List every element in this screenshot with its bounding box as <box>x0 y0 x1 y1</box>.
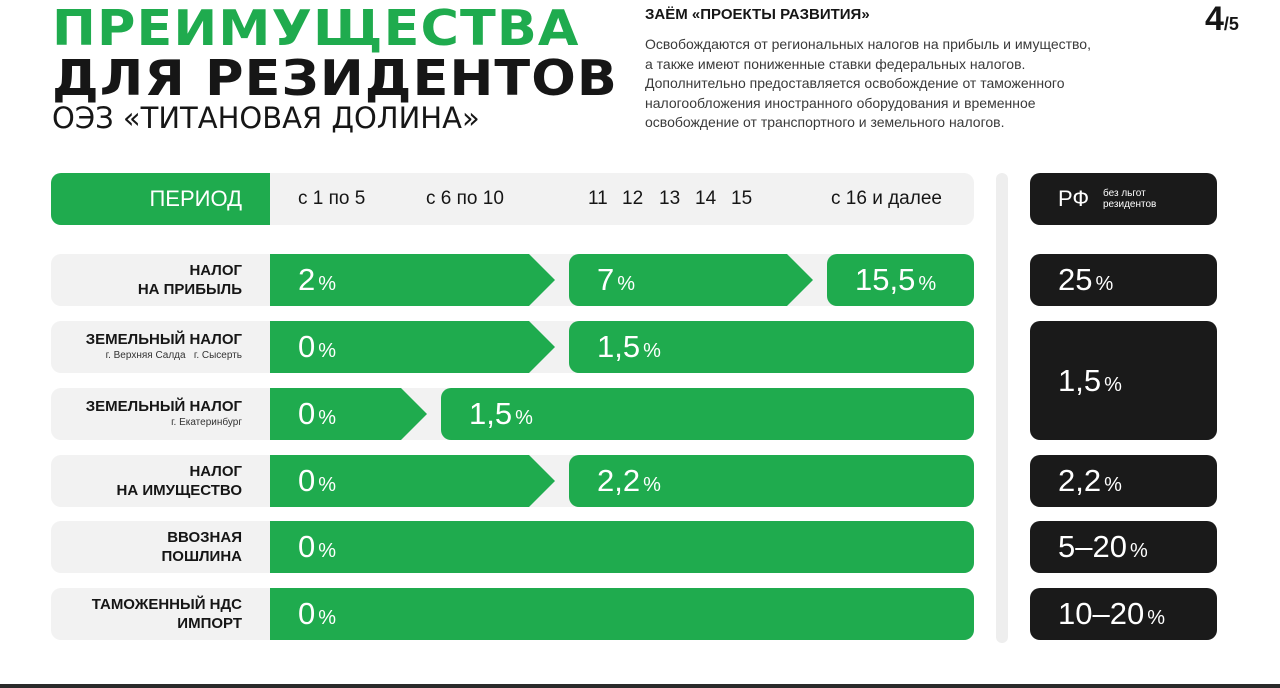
rate-segment: 0% <box>270 388 427 440</box>
period-col-15: 15 <box>731 188 753 209</box>
rf-note: без льгот резидентов <box>1103 188 1157 210</box>
rate-segment: 2% <box>270 254 555 306</box>
rf-rate-value: 5–20 <box>1058 529 1127 564</box>
rate-value: 0 <box>298 396 316 431</box>
percent-sign: % <box>318 407 337 429</box>
loan-title: ЗАЁМ «ПРОЕКТЫ РАЗВИТИЯ» <box>645 6 870 23</box>
rate-segment: 1,5% <box>569 321 974 373</box>
rate-segment: 7% <box>569 254 813 306</box>
rf-rate-value: 10–20 <box>1058 596 1145 631</box>
loan-text-line: Дополнительно предоставляется освобожден… <box>645 75 1065 91</box>
page-subtitle: ОЭЗ «ТИТАНОВАЯ ДОЛИНА» <box>52 101 480 135</box>
rf-rate-profit-tax: 25% <box>1030 254 1217 306</box>
loan-text-line: а также имеют пониженные ставки федераль… <box>645 55 1026 72</box>
percent-sign: % <box>1104 474 1122 496</box>
percent-sign: % <box>515 407 533 429</box>
page-current: 4 <box>1205 0 1224 38</box>
page-counter: 4/5 <box>1205 0 1239 39</box>
loan-text-line: Освобождаются от региональных налогов на… <box>645 36 1091 52</box>
period-label: ПЕРИОД <box>51 173 270 225</box>
period-col-12: 12 <box>622 188 644 209</box>
percent-sign: % <box>918 273 937 295</box>
rf-rate-land-tax: 1,5% <box>1030 321 1217 440</box>
row-label-text: ЗЕМЕЛЬНЫЙ НАЛОГ <box>85 331 242 348</box>
percent-sign: % <box>318 540 337 562</box>
percent-sign: % <box>1095 273 1114 295</box>
row-label-customs-vat: ТАМОЖЕННЫЙ НДС ИМПОРТ <box>91 596 242 632</box>
row-label-text: ЗЕМЕЛЬНЫЙ НАЛОГ <box>85 398 242 415</box>
page-total: /5 <box>1223 14 1239 34</box>
rate-segment: 1,5% <box>441 388 974 440</box>
rate-segment: 0% <box>270 455 555 507</box>
loan-text-line: освобождение от транспортного и земельно… <box>645 114 1005 130</box>
rf-label: РФ <box>1058 186 1090 211</box>
loan-description: Освобождаются от региональных налогов на… <box>645 35 1165 133</box>
rate-segment: 0% <box>270 588 974 640</box>
percent-sign: % <box>318 607 337 629</box>
rf-rate-import-duty: 5–20% <box>1030 521 1217 573</box>
row-label-import-duty: ВВОЗНАЯ ПОШЛИНА <box>161 529 243 565</box>
period-col-13: 13 <box>659 188 681 209</box>
rate-segment: 2,2% <box>569 455 974 507</box>
rf-rate-property-tax: 2,2% <box>1030 455 1217 507</box>
period-col-1-5: с 1 по 5 <box>298 188 366 209</box>
rate-value: 2 <box>298 262 316 297</box>
rf-header: РФ без льгот резидентов <box>1030 173 1217 225</box>
rate-segment: 15,5% <box>827 254 974 306</box>
percent-sign: % <box>318 273 337 295</box>
percent-sign: % <box>318 340 337 362</box>
row-label-land-tax-ekb: ЗЕМЕЛЬНЫЙ НАЛОГ г. Екатеринбург <box>51 397 242 430</box>
loan-text-line: налогообложения иностранного оборудовани… <box>645 94 1036 111</box>
percent-sign: % <box>617 273 636 295</box>
rate-value: 0 <box>298 329 316 364</box>
rate-value: 1,5 <box>469 396 513 431</box>
rf-rate-value: 2,2 <box>1058 463 1102 498</box>
row-label-cities: г. Верхняя Салда г. Сысерть <box>105 350 242 361</box>
percent-sign: % <box>1104 374 1122 396</box>
rate-value: 2,2 <box>597 463 641 498</box>
row-label-profit-tax: НАЛОГ НА ПРИБЫЛЬ <box>137 262 242 298</box>
row-label-city: г. Екатеринбург <box>171 417 242 428</box>
percent-sign: % <box>1129 540 1148 562</box>
rate-segment: 0% <box>270 321 555 373</box>
percent-sign: % <box>318 474 337 496</box>
rate-segment: 0% <box>270 521 974 573</box>
rate-value: 0 <box>298 529 316 564</box>
rf-rate-value: 1,5 <box>1058 363 1102 398</box>
bottom-border <box>0 684 1280 688</box>
row-label-land-tax-salda: ЗЕМЕЛЬНЫЙ НАЛОГ г. Верхняя Салда г. Сысе… <box>51 330 242 363</box>
page-title-line-1: ПРЕИМУЩЕСТВА <box>52 0 580 57</box>
rate-value: 1,5 <box>597 329 641 364</box>
period-col-14: 14 <box>695 188 717 209</box>
row-label-property-tax: НАЛОГ НА ИМУЩЕСТВО <box>116 463 242 499</box>
percent-sign: % <box>643 340 661 362</box>
column-divider <box>996 173 1008 643</box>
period-col-6-10: с 6 по 10 <box>426 188 504 209</box>
rf-rate-value: 25 <box>1058 262 1093 297</box>
rf-rate-customs-vat: 10–20% <box>1030 588 1217 640</box>
period-col-11: 11 <box>588 188 608 209</box>
period-col-16-plus: с 16 и далее <box>831 188 942 209</box>
percent-sign: % <box>1147 607 1166 629</box>
rate-value: 0 <box>298 463 316 498</box>
page-title-line-2: ДЛЯ РЕЗИДЕНТОВ <box>52 50 618 107</box>
percent-sign: % <box>643 474 661 496</box>
rate-value: 15,5 <box>855 262 916 297</box>
rate-value: 7 <box>597 262 615 297</box>
rate-value: 0 <box>298 596 316 631</box>
